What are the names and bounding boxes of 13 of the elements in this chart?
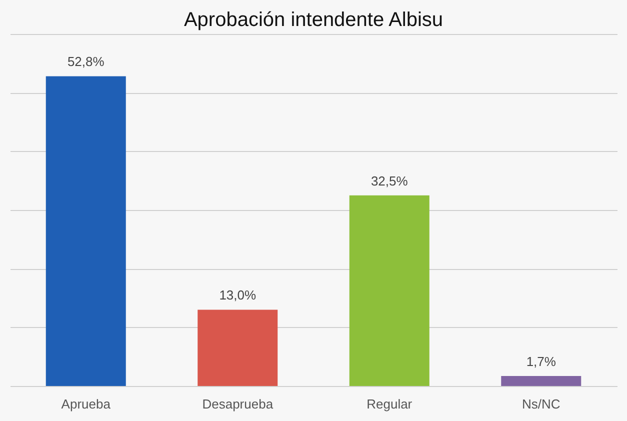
x-tick-label: Ns/NC (522, 396, 560, 412)
x-tick-label: Desaprueba (202, 396, 274, 412)
x-tick-label: Aprueba (61, 396, 112, 412)
chart-title: Aprobación intendente Albisu (184, 9, 444, 31)
data-label: 32,5% (370, 173, 408, 188)
bar (46, 76, 126, 386)
data-label: 13,0% (219, 288, 256, 303)
bar (501, 376, 582, 386)
data-label: 1,7% (526, 354, 556, 370)
data-label: 52,8% (67, 54, 105, 70)
bar (349, 195, 430, 386)
x-tick-label: Regular (366, 396, 413, 412)
bar (198, 310, 278, 386)
